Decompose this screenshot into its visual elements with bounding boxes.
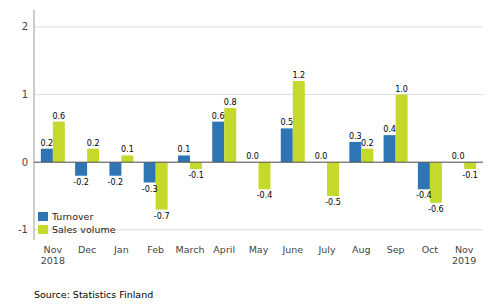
x-tick-label-line: Nov (455, 244, 474, 255)
data-label: -0.4 (257, 191, 273, 200)
x-tick-label: June (281, 244, 303, 255)
bar (121, 155, 133, 162)
data-label: 0.6 (52, 112, 65, 121)
data-label: 0.2 (361, 139, 374, 148)
legend-label: Turnover (51, 211, 93, 222)
data-label: -0.3 (142, 185, 158, 194)
x-tick-label: Nov2019 (452, 244, 476, 266)
chart-container: -10120.2-0.2-0.2-0.30.10.60.00.50.00.30.… (0, 0, 493, 304)
zero-line (34, 162, 483, 163)
bar (109, 162, 121, 176)
data-label: 1.0 (395, 85, 408, 94)
y-tick-label: 0 (22, 157, 28, 168)
grid-line (34, 162, 483, 163)
data-label: 0.2 (87, 139, 100, 148)
y-axis-line (34, 10, 35, 240)
data-label: 0.3 (349, 132, 362, 141)
data-label: 0.1 (178, 145, 191, 154)
data-label: 0.0 (452, 152, 465, 161)
bar (349, 142, 361, 162)
x-tick-label-line: Oct (422, 244, 439, 255)
x-tick-label-line: 2019 (452, 255, 476, 266)
x-tick-label: April (213, 244, 235, 255)
bar (87, 149, 99, 163)
data-label: -0.2 (108, 178, 124, 187)
x-tick-label: Oct (422, 244, 439, 255)
x-tick-label-line: June (281, 244, 303, 255)
y-tick-label: 2 (22, 21, 28, 32)
bar (144, 162, 156, 182)
x-tick-label-line: Aug (352, 244, 371, 255)
bar (396, 95, 408, 163)
x-tick-label-line: April (213, 244, 235, 255)
data-label: 1.2 (292, 71, 305, 80)
data-label: -0.1 (188, 171, 204, 180)
x-tick-label: Jan (113, 244, 129, 255)
data-label: 0.1 (121, 145, 134, 154)
data-label: 0.2 (40, 139, 53, 148)
x-tick-label: Sep (387, 244, 405, 255)
x-tick-label-line: Dec (78, 244, 96, 255)
data-label: -0.2 (73, 178, 89, 187)
bar (464, 162, 476, 169)
x-tick-label: Nov2018 (41, 244, 65, 266)
bar (418, 162, 430, 189)
bars (41, 81, 476, 210)
x-tick-label: Dec (78, 244, 96, 255)
y-tick-label: -1 (18, 224, 28, 235)
bar (75, 162, 87, 176)
bar (293, 81, 305, 162)
data-label: -0.5 (325, 198, 341, 207)
x-tick-label: Aug (352, 244, 371, 255)
bar (178, 155, 190, 162)
bar (281, 128, 293, 162)
data-label: -0.6 (428, 205, 444, 214)
bar (212, 122, 224, 163)
source-text: Source: Statistics Finland (34, 289, 153, 300)
x-tick-label: Feb (147, 244, 164, 255)
x-tick-label-line: March (175, 244, 204, 255)
bar (259, 162, 271, 189)
data-label: 0.0 (315, 152, 328, 161)
legend-label: Sales volume (52, 224, 116, 235)
data-label: 0.5 (280, 118, 293, 127)
data-label: 0.0 (246, 152, 259, 161)
x-tick-label: May (249, 244, 269, 255)
data-label: -0.7 (154, 212, 170, 221)
legend: Turnover Sales volume (38, 211, 116, 235)
legend-swatch (38, 225, 48, 234)
bar (224, 108, 236, 162)
x-tick-label: March (175, 244, 204, 255)
bar (190, 162, 202, 169)
data-label: -0.4 (416, 191, 432, 200)
x-tick-label: July (318, 244, 336, 255)
grid-line (34, 94, 483, 95)
x-tick-label-line: Sep (387, 244, 405, 255)
x-tick-label-line: Jan (113, 244, 129, 255)
bar (41, 149, 53, 163)
chart-svg: -10120.2-0.2-0.2-0.30.10.60.00.50.00.30.… (0, 0, 493, 304)
x-tick-label-line: May (249, 244, 269, 255)
bar (384, 135, 396, 162)
data-label: -0.1 (462, 171, 478, 180)
legend-swatch (38, 212, 48, 221)
bar (53, 122, 65, 163)
x-tick-label-line: Feb (147, 244, 164, 255)
x-tick-label-line: 2018 (41, 255, 65, 266)
data-label: 0.8 (224, 98, 237, 107)
data-labels: 0.2 -0.2 -0.2 -0.3 0.1 0.6 0.0 0.5 0.0 0.3 0.4 -0.4… (40, 71, 477, 221)
data-label: 0.6 (212, 112, 225, 121)
data-label: 0.4 (383, 125, 396, 134)
bar (327, 162, 339, 196)
bar (361, 149, 373, 163)
grid-line (34, 26, 483, 27)
x-tick-label-line: Nov (44, 244, 63, 255)
x-tick-label-line: July (318, 244, 336, 255)
y-tick-label: 1 (22, 89, 28, 100)
